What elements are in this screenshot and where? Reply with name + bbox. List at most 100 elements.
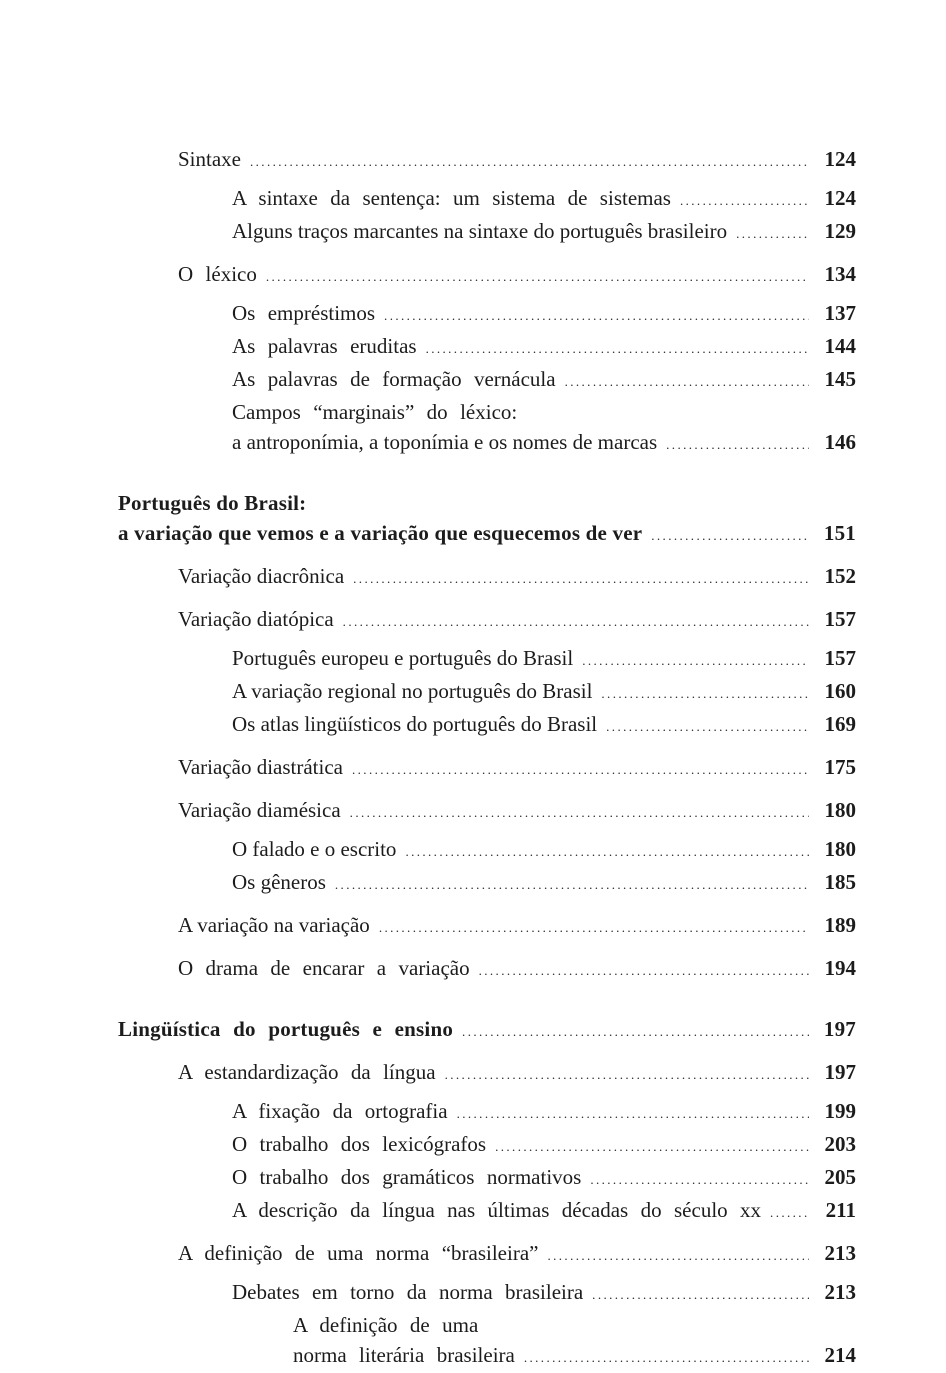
toc-entry-page: 180: [824, 837, 857, 861]
toc-entry-label: Campos “marginais” do léxico:: [232, 400, 518, 424]
dot-leader: ........................................…: [770, 1205, 809, 1220]
toc-entry: a antroponímia, a toponímia e os nomes d…: [232, 427, 856, 460]
toc-entry-page: 203: [824, 1132, 857, 1156]
dot-leader: ........................................…: [334, 877, 809, 892]
toc-entry-label: O trabalho dos lexicógrafos: [232, 1132, 487, 1156]
toc-entry: norma literária brasileira..............…: [293, 1340, 856, 1373]
toc-entry-label: As palavras eruditas: [232, 334, 417, 358]
toc-entry-label: A definição de uma norma “brasileira”: [178, 1241, 539, 1265]
toc-entry-label: A variação na variação: [178, 913, 370, 937]
toc-entry: Os empréstimos..........................…: [232, 298, 856, 331]
toc-entry-label: a variação que vemos e a variação que es…: [118, 521, 643, 545]
dot-leader: ........................................…: [523, 1350, 809, 1365]
toc-entry-page: 145: [824, 367, 857, 391]
dot-leader: ........................................…: [425, 341, 809, 356]
toc-entry: A variação na variação..................…: [178, 910, 856, 943]
toc-entry-label: Lingüística do português e ensino: [118, 1017, 454, 1041]
toc-entry: Variação diatópica......................…: [178, 604, 856, 637]
toc-entry-label: Sintaxe: [178, 147, 241, 171]
dot-leader: ........................................…: [353, 571, 809, 586]
toc-entry: a variação que vemos e a variação que es…: [118, 518, 856, 551]
toc-entry-page: 199: [824, 1099, 857, 1123]
dot-leader: ........................................…: [547, 1248, 809, 1263]
toc-entry-page: 197: [823, 1017, 856, 1041]
toc-entry-label: A fixação da ortografia: [232, 1099, 448, 1123]
dot-leader: ........................................…: [456, 1106, 809, 1121]
toc-entry-page: 157: [824, 607, 857, 631]
toc-entry: A estandardização da língua.............…: [178, 1057, 856, 1090]
dot-leader: ........................................…: [666, 437, 809, 452]
toc-entry: A definição de uma norma “brasileira”...…: [178, 1238, 856, 1271]
toc-entry-page: 205: [824, 1165, 857, 1189]
toc-entry-page: 144: [824, 334, 857, 358]
toc-entry-label: O falado e o escrito: [232, 837, 397, 861]
toc-entry: A sintaxe da sentença: um sistema de sis…: [232, 183, 856, 216]
dot-leader: ........................................…: [495, 1139, 809, 1154]
toc-entry-page: 213: [824, 1241, 857, 1265]
toc-entry-page: 160: [824, 679, 857, 703]
toc-entry-page: 146: [824, 430, 857, 454]
dot-leader: ........................................…: [582, 653, 809, 668]
dot-leader: ........................................…: [590, 1172, 809, 1187]
dot-leader: ........................................…: [352, 762, 809, 777]
toc-entry-page: 124: [824, 186, 857, 210]
toc-entry-label: Debates em torno da norma brasileira: [232, 1280, 584, 1304]
toc-entry: Variação diastrática....................…: [178, 752, 856, 785]
toc-entry-label: Variação diacrônica: [178, 564, 345, 588]
toc-entry-label: O trabalho dos gramáticos normativos: [232, 1165, 582, 1189]
toc-entry-label: O léxico: [178, 262, 257, 286]
toc-entry-label: Alguns traços marcantes na sintaxe do po…: [232, 219, 728, 243]
dot-leader: ........................................…: [736, 226, 809, 241]
toc-entry: O falado e o escrito....................…: [232, 834, 856, 867]
toc-entry-label: a antroponímia, a toponímia e os nomes d…: [232, 430, 658, 454]
dot-leader: ........................................…: [462, 1024, 809, 1039]
dot-leader: ........................................…: [606, 719, 809, 734]
toc-entry: Sintaxe.................................…: [178, 144, 856, 177]
toc-entry-label: A variação regional no português do Bras…: [232, 679, 593, 703]
toc-entry-page: 157: [824, 646, 857, 670]
toc-entry-page: 137: [824, 301, 857, 325]
dot-leader: ........................................…: [679, 193, 809, 208]
toc-entry-label: Os gêneros: [232, 870, 326, 894]
toc-entry-page: 197: [824, 1060, 857, 1084]
dot-leader: ........................................…: [349, 805, 809, 820]
toc-entry: Debates em torno da norma brasileira....…: [232, 1277, 856, 1310]
toc-entry-label: Os atlas lingüísticos do português do Br…: [232, 712, 598, 736]
toc-entry-page: 214: [824, 1343, 857, 1367]
toc-entry-page: 129: [824, 219, 857, 243]
toc-entry-label: A definição de uma: [293, 1313, 479, 1337]
dot-leader: ........................................…: [478, 963, 809, 978]
dot-leader: ........................................…: [444, 1067, 809, 1082]
toc-entry-label: Variação diatópica: [178, 607, 334, 631]
toc-entry-label: As palavras de formação vernácula: [232, 367, 556, 391]
toc-entry-label: Variação diamésica: [178, 798, 341, 822]
toc-entry-label: Variação diastrática: [178, 755, 343, 779]
toc-entry-label: O drama de encarar a variação: [178, 956, 470, 980]
toc-entry-label: Português do Brasil:: [118, 491, 307, 515]
dot-leader: ........................................…: [384, 308, 809, 323]
toc-entry-label: Os empréstimos: [232, 301, 376, 325]
toc-entry: O léxico................................…: [178, 259, 856, 292]
toc-entry-label: norma literária brasileira: [293, 1343, 515, 1367]
toc-entry-page: 175: [824, 755, 857, 779]
toc-entry-page: 134: [824, 262, 857, 286]
toc-entry: O drama de encarar a variação...........…: [178, 953, 856, 986]
dot-leader: ........................................…: [250, 154, 809, 169]
dot-leader: ........................................…: [592, 1287, 809, 1302]
dot-leader: ........................................…: [564, 374, 809, 389]
toc-entry-page: 211: [825, 1198, 856, 1222]
dot-leader: ........................................…: [378, 920, 809, 935]
toc-entry: A variação regional no português do Bras…: [232, 676, 856, 709]
toc-entry-page: 180: [824, 798, 857, 822]
dot-leader: ........................................…: [265, 269, 809, 284]
toc-entry: A definição de uma: [293, 1310, 856, 1340]
toc-entry-page: 213: [824, 1280, 857, 1304]
toc-entry: O trabalho dos gramáticos normativos....…: [232, 1162, 856, 1195]
toc-entry: Os atlas lingüísticos do português do Br…: [232, 709, 856, 742]
toc-entry-page: 152: [824, 564, 857, 588]
toc-entry-page: 194: [824, 956, 857, 980]
toc-entry: As palavras eruditas....................…: [232, 331, 856, 364]
toc-entry: Campos “marginais” do léxico:: [232, 397, 856, 427]
toc-entry: Português europeu e português do Brasil.…: [232, 643, 856, 676]
